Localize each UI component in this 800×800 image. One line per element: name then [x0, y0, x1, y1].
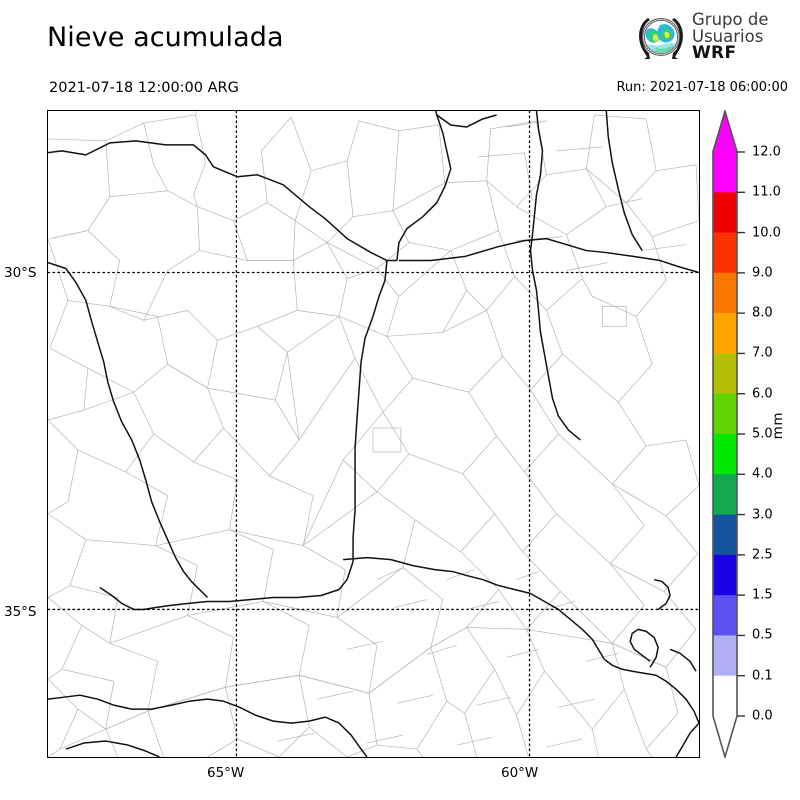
page-title: Nieve acumulada — [47, 22, 284, 53]
valid-time-label: 2021-07-18 12:00:00 ARG — [49, 80, 239, 96]
map-vector-layers — [48, 111, 699, 757]
colorbar-tick-label: 12.0 — [752, 144, 781, 160]
colorbar-tick-label: 9.0 — [752, 265, 773, 281]
colorbar-tick-label: 11.0 — [752, 184, 781, 200]
colorbar-band — [713, 554, 737, 596]
colorbar-tick-label: 6.0 — [752, 386, 773, 402]
colorbar-band — [713, 474, 737, 516]
colorbar-tick-label: 5.0 — [752, 426, 773, 442]
logo-line-2: Usuarios — [692, 26, 764, 46]
colorbar-band — [713, 514, 737, 556]
colorbar-band — [713, 192, 737, 234]
colorbar-tick-label: 1.5 — [752, 587, 773, 603]
logo-line-1: Grupo de — [692, 10, 769, 29]
colorbar-tick-label: 0.5 — [752, 627, 773, 643]
colorbar-swatches — [712, 110, 745, 758]
wrf-globe-seal-icon — [634, 12, 688, 66]
colorbar-tick-label: 4.0 — [752, 466, 773, 482]
department-boundaries — [48, 111, 699, 757]
colorbar-tick-label: 8.0 — [752, 305, 773, 321]
logo-line-3: WRF — [692, 42, 737, 63]
run-time-label: Run: 2021-07-18 06:00:00 — [616, 80, 788, 95]
colorbar-band — [713, 393, 737, 435]
colorbar-band — [713, 272, 737, 314]
logo-text: Grupo de Usuarios WRF — [692, 11, 768, 62]
colorbar-tick-label: 2.5 — [752, 547, 773, 563]
colorbar-under-arrow — [712, 716, 738, 758]
map-canvas[interactable] — [47, 110, 700, 758]
colorbar-unit-label: mm — [770, 412, 786, 440]
colorbar-tick-label: 0.1 — [752, 668, 773, 684]
colorbar-band — [713, 232, 737, 274]
colorbar-tick-label: 7.0 — [752, 345, 773, 361]
colorbar-band — [713, 434, 737, 475]
graticule-lines — [48, 111, 699, 757]
axis-label-lon-65w: 65°W — [207, 765, 245, 781]
axis-label-lat-35s: 35°S — [4, 604, 37, 620]
colorbar-tick-label: 10.0 — [752, 225, 781, 241]
colorbar-band — [713, 313, 737, 355]
colorbar-band — [713, 595, 737, 637]
colorbar-band — [713, 152, 737, 193]
colorbar-band — [713, 353, 737, 395]
axis-label-lat-30s: 30°S — [4, 265, 37, 281]
province-boundaries — [48, 111, 699, 757]
colorbar-band — [713, 635, 737, 677]
colorbar-band — [713, 675, 737, 717]
colorbar[interactable] — [712, 110, 748, 758]
colorbar-tick-label: 0.0 — [752, 708, 773, 724]
colorbar-over-arrow — [712, 110, 738, 152]
colorbar-band-group — [713, 152, 737, 717]
wrf-user-group-logo: Grupo de Usuarios WRF — [634, 10, 794, 70]
colorbar-tick-label: 3.0 — [752, 507, 773, 523]
axis-label-lon-60w: 60°W — [501, 765, 539, 781]
